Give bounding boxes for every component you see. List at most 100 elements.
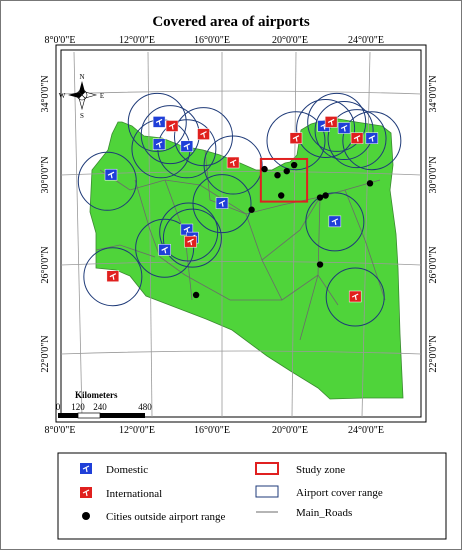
airport-cover-ring: [327, 109, 387, 169]
domestic-airport: [158, 244, 171, 256]
scale-tick-120: 120: [71, 402, 85, 412]
airports-layer: [104, 116, 379, 303]
international-airport: [289, 132, 303, 144]
latitude-label-right: 30°0'0"N: [428, 156, 439, 193]
plane-icon: [200, 131, 207, 138]
map-outer-frame: [55, 44, 427, 423]
plane-icon: [327, 118, 335, 126]
plane-icon: [109, 273, 117, 280]
scale-tick-480: 480: [138, 402, 152, 412]
cities-layer: [192, 161, 374, 299]
libya-landmass: [89, 117, 404, 400]
plane-icon: [292, 135, 300, 142]
plane-icon: [229, 159, 237, 167]
scale-bar: Kilometers 0 120 240 480: [56, 390, 152, 419]
airport-cover-ring: [83, 247, 143, 307]
domestic-airport: [337, 122, 351, 134]
city-outside-range: [290, 161, 298, 169]
north-arrow-w: W: [59, 92, 66, 100]
domestic-airport: [152, 116, 166, 128]
airport-cover-ring: [266, 111, 326, 171]
city-swatch: [82, 512, 90, 520]
north-arrow-e: E: [100, 92, 104, 100]
legend-international: International: [80, 487, 162, 500]
city-outside-range: [278, 192, 285, 199]
map-title: Covered area of airports: [152, 14, 310, 30]
legend: Domestic International Cities outside ai…: [57, 452, 447, 540]
airport-cover-ring: [77, 151, 137, 211]
plane-icon: [187, 238, 194, 246]
airport-cover-ring: [307, 92, 367, 152]
plane-icon: [368, 135, 376, 142]
map-inner-frame: [60, 49, 422, 418]
plane-icon: [155, 118, 163, 126]
plane-icon: [107, 171, 115, 179]
legend-cities-label: Cities outside airport range: [106, 511, 226, 523]
legend-roads-label: Main_Roads: [296, 507, 352, 519]
plane-icon: [218, 200, 226, 207]
plane-icon: [351, 293, 359, 301]
longitude-label-bottom: 20°0'0"E: [272, 425, 308, 436]
longitude-label-top: 20°0'0"E: [272, 35, 308, 46]
international-airport: [106, 270, 120, 282]
airport-cover-ring: [305, 192, 365, 252]
longitude-labels-bottom: 8°0'0"E 12°0'0"E 16°0'0"E 20°0'0"E 24°0'0"E: [45, 425, 385, 436]
legend-cover-range-label: Airport cover range: [296, 487, 383, 499]
legend-study-zone-label: Study zone: [296, 464, 345, 476]
plane-icon: [161, 246, 168, 254]
latitude-label-left: 22°0'0"N: [40, 335, 51, 372]
plane-icon: [82, 465, 90, 473]
plane-icon: [168, 122, 176, 130]
legend-study-zone: Study zone: [255, 462, 345, 476]
international-airport: [165, 120, 179, 132]
legend-domestic-label: Domestic: [106, 464, 148, 476]
longitude-label-bottom: 16°0'0"E: [194, 425, 230, 436]
international-airport: [184, 235, 197, 248]
legend-domestic: Domestic: [80, 463, 148, 476]
domestic-airport: [328, 215, 342, 228]
airport-cover-ring: [203, 135, 263, 195]
north-arrow-n: N: [79, 73, 84, 81]
latitude-labels-right: 34°0'0"N 30°0'0"N 26°0'0"N 22°0'0"N: [428, 75, 439, 372]
airport-cover-ring: [342, 111, 402, 171]
international-airport: [324, 116, 338, 128]
longitude-label-bottom: 12°0'0"E: [119, 425, 155, 436]
international-airport: [197, 128, 210, 140]
airport-cover-ring: [174, 107, 233, 167]
airport-cover-ring: [127, 92, 187, 152]
cover-range-swatch: [255, 485, 279, 498]
airport-cover-ring: [135, 218, 195, 278]
city-outside-range: [248, 206, 255, 213]
airport-cover-ring: [314, 101, 374, 161]
latitude-label-left: 30°0'0"N: [40, 156, 51, 193]
latitude-label-left: 34°0'0"N: [40, 75, 51, 112]
legend-cities: Cities outside airport range: [82, 511, 226, 523]
legend-roads: Main_Roads: [256, 507, 352, 519]
longitude-label-bottom: 24°0'0"E: [348, 425, 384, 436]
plane-icon: [183, 143, 191, 150]
plane-icon: [340, 124, 348, 132]
international-airport: [348, 290, 362, 303]
longitude-label-top: 24°0'0"E: [348, 35, 384, 46]
latitude-label-right: 26°0'0"N: [428, 246, 439, 283]
international-airport: [350, 132, 364, 144]
longitude-label-top: 8°0'0"E: [45, 35, 76, 46]
main-roads: [95, 149, 386, 341]
longitude-labels-top: 8°0'0"E 12°0'0"E 16°0'0"E 20°0'0"E 24°0'0"E: [45, 35, 385, 46]
domestic-airport: [180, 140, 194, 153]
domestic-airport: [215, 197, 229, 209]
study-zone-swatch: [255, 462, 279, 475]
north-arrow-s: S: [80, 112, 84, 120]
airport-cover-ring: [162, 208, 222, 268]
city-outside-range: [316, 194, 324, 201]
city-outside-range: [192, 291, 200, 299]
city-outside-range: [316, 261, 324, 268]
scale-bar-title: Kilometers: [75, 390, 118, 400]
scale-tick-0: 0: [56, 402, 61, 412]
city-outside-range: [283, 167, 290, 175]
legend-cover-range: Airport cover range: [255, 485, 383, 499]
latitude-label-right: 34°0'0"N: [428, 75, 439, 112]
international-airport: [226, 156, 240, 169]
longitude-label-top: 12°0'0"E: [119, 35, 155, 46]
north-arrow: N S E W: [59, 73, 104, 120]
